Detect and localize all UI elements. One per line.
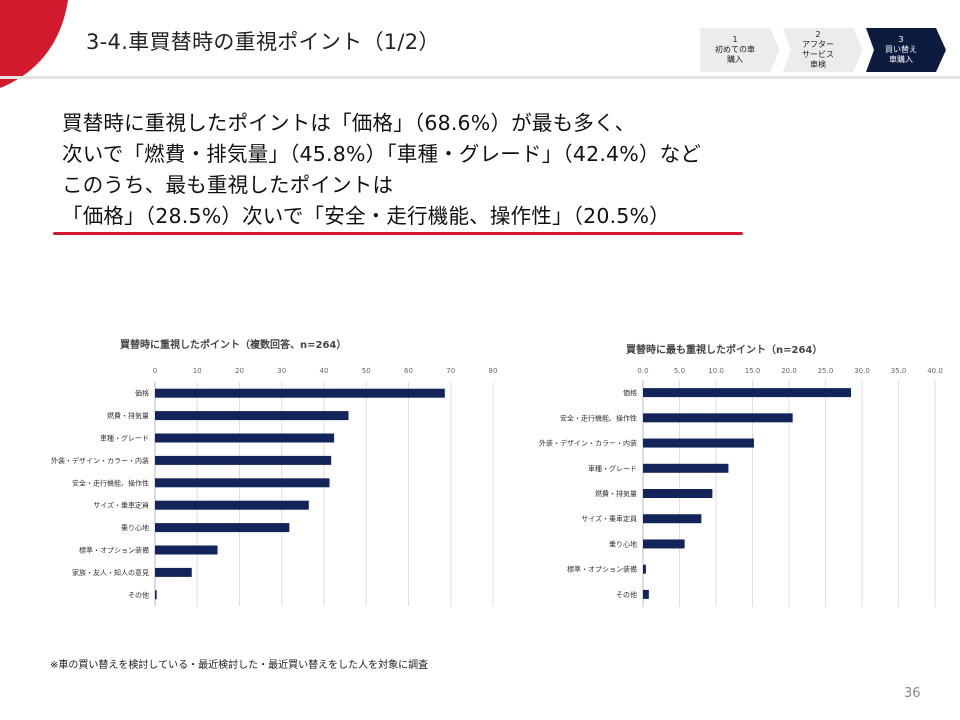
highlight-underline — [53, 232, 743, 235]
lead-text: 買替時に重視したポイントは「価格」（68.6%）が最も多く、 次いで「燃費・排気… — [62, 108, 701, 232]
lead-line-2: 次いで「燃費・排気量」（45.8%）「車種・グレード」（42.4%）など — [62, 142, 702, 166]
bar — [155, 411, 349, 421]
step-2-label: 2 アフター サービス 車検 — [802, 30, 834, 69]
x-tick-label: 70 — [446, 367, 455, 375]
x-tick-label: 35.0 — [891, 367, 907, 375]
bar — [643, 463, 729, 473]
category-label: 価格 — [135, 389, 149, 398]
step-2[interactable]: 2 アフター サービス 車検 — [783, 28, 863, 72]
bar — [643, 564, 646, 574]
x-tick-label: 30 — [277, 367, 286, 375]
page-title: 3-4.車買替時の重視ポイント（1/2） — [86, 30, 440, 54]
x-tick-label: 5.0 — [674, 367, 685, 375]
bar — [643, 589, 649, 599]
category-label: 乗り心地 — [121, 523, 149, 532]
bar — [643, 413, 793, 423]
category-label: 安全・走行機能、操作性 — [560, 413, 637, 422]
x-tick-label: 0 — [153, 367, 157, 375]
category-label: サイズ・乗車定員 — [93, 501, 149, 510]
x-tick-label: 60 — [404, 367, 413, 375]
category-label: 外装・デザイン・カラー・内装 — [539, 439, 637, 448]
category-label: 車種・グレード — [588, 464, 637, 473]
bar — [155, 478, 330, 488]
bar — [643, 514, 702, 524]
bar — [155, 455, 332, 465]
bar — [155, 545, 218, 555]
category-label: 外装・デザイン・カラー・内装 — [51, 456, 149, 465]
bar — [155, 388, 445, 398]
category-label: 燃費・排気量 — [107, 411, 149, 420]
page-number: 36 — [904, 686, 921, 701]
x-tick-label: 15.0 — [745, 367, 761, 375]
x-tick-label: 0.0 — [637, 367, 648, 375]
multi-answer-chart: 買替時に重視したポイント（複数回答、n=264） 0 10 20 30 40 50 60 70 8… — [51, 338, 498, 606]
category-label: その他 — [128, 590, 149, 599]
lead-line-3: このうち、最も重視したポイントは — [62, 173, 394, 197]
category-label: その他 — [616, 590, 637, 599]
x-tick-label: 30.0 — [854, 367, 870, 375]
bar — [155, 567, 192, 577]
x-tick-label: 80 — [489, 367, 498, 375]
category-label: 家族・友人・知人の意見 — [72, 568, 149, 577]
x-tick-label: 25.0 — [818, 367, 834, 375]
category-label: 燃費・排気量 — [595, 489, 637, 498]
lead-line-4: 「価格」（28.5%）次いで「安全・走行機能、操作性」（20.5%） — [62, 204, 670, 228]
most-important-chart: 買替時に最も重視したポイント（n=264） 0.0 5.0 10.0 15.0 20.0 2… — [539, 343, 943, 607]
bar — [643, 388, 852, 398]
x-tick-label: 50 — [362, 367, 371, 375]
lead-line-1: 買替時に重視したポイントは「価格」（68.6%）が最も多く、 — [62, 111, 636, 135]
footnote: ※車の買い替えを検討している・最近検討した・最近買い替えをした人を対象に調査 — [50, 660, 429, 671]
category-label: 標準・オプション装備 — [567, 565, 637, 574]
x-tick-label: 40.0 — [927, 367, 943, 375]
bar — [643, 539, 685, 549]
bar — [643, 438, 754, 448]
step-3[interactable]: 3 買い替え 車購入 — [866, 28, 946, 72]
category-label: 車種・グレード — [100, 434, 149, 443]
bar — [155, 523, 290, 533]
bar — [155, 500, 309, 510]
x-tick-label: 10.0 — [708, 367, 724, 375]
step-1-label: 1 初めての車 購入 — [715, 35, 755, 64]
step-1[interactable]: 1 初めての車 購入 — [700, 28, 780, 72]
bar — [155, 590, 157, 600]
category-label: 安全・走行機能、操作性 — [72, 478, 149, 487]
chart-title: 買替時に最も重視したポイント（n=264） — [626, 343, 822, 356]
category-label: 標準・オプション装備 — [79, 546, 149, 555]
x-tick-label: 40 — [320, 367, 329, 375]
category-label: 乗り心地 — [609, 539, 637, 548]
x-tick-label: 10 — [193, 367, 202, 375]
step-3-label: 3 買い替え 車購入 — [885, 35, 917, 64]
x-tick-label: 20.0 — [781, 367, 797, 375]
bar — [155, 433, 335, 443]
bar — [643, 489, 713, 498]
category-label: サイズ・乗車定員 — [581, 514, 637, 523]
x-tick-label: 20 — [235, 367, 244, 375]
header-divider — [0, 76, 960, 79]
chart-title: 買替時に重視したポイント（複数回答、n=264） — [120, 338, 346, 351]
category-label: 価格 — [623, 388, 637, 397]
corner-accent-shape — [0, 0, 68, 88]
